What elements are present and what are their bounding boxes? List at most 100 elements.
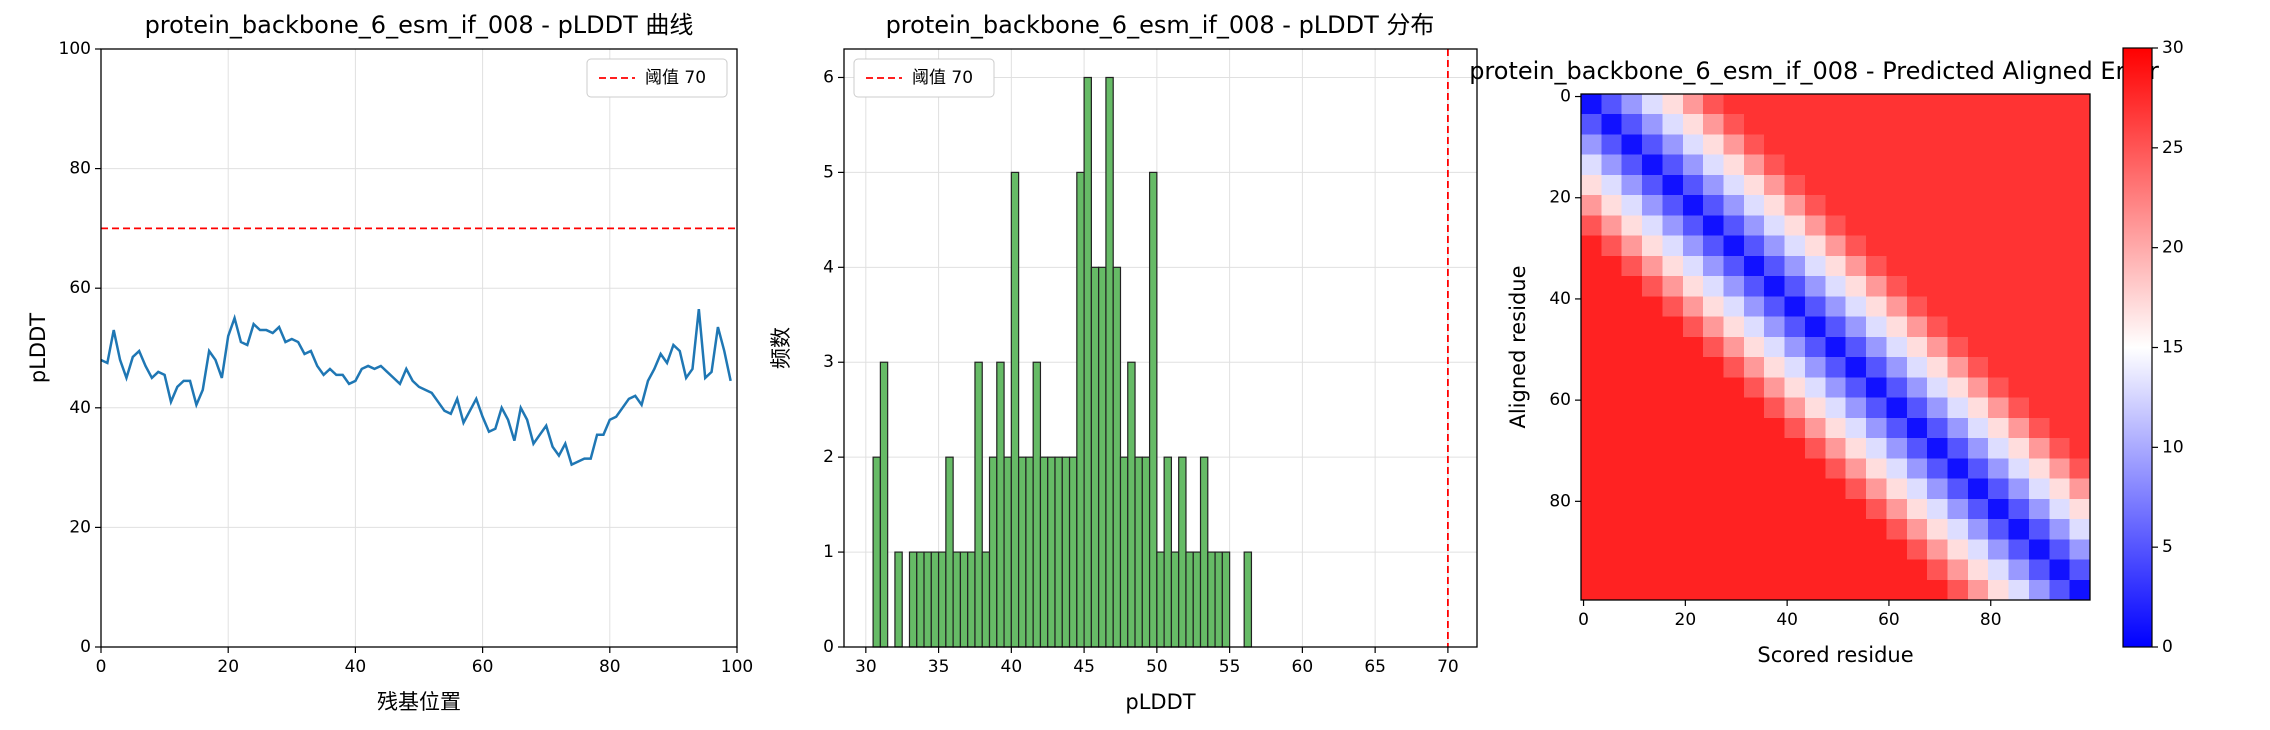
- heatmap-cell: [1804, 296, 1826, 318]
- heatmap-cell: [1967, 417, 1989, 439]
- heatmap-cell: [1784, 559, 1806, 581]
- heatmap-cell: [2049, 114, 2071, 135]
- heatmap-cell: [2028, 154, 2050, 176]
- heatmap-cell: [1845, 438, 1867, 459]
- heatmap-cell: [1866, 539, 1887, 561]
- heatmap-cell: [1723, 519, 1745, 540]
- heatmap-cell: [2069, 498, 2091, 520]
- heatmap-cell: [2069, 458, 2091, 480]
- heatmap-cell: [1723, 458, 1745, 480]
- heatmap-cell: [2028, 458, 2050, 480]
- heatmap-cell: [1886, 336, 1908, 358]
- heatmap-cell: [1621, 519, 1643, 540]
- heatmap-cell: [1927, 417, 1948, 439]
- x-tick-label: 60: [1878, 610, 1900, 630]
- heatmap-cell: [1967, 498, 1989, 520]
- heatmap-cell: [1886, 94, 1908, 115]
- heatmap-cell: [1866, 276, 1887, 297]
- heatmap-cell: [1804, 438, 1826, 459]
- heatmap-cell: [1866, 397, 1887, 419]
- heatmap-cell: [1825, 195, 1847, 216]
- y-tick-label: 1: [823, 542, 834, 562]
- colorbar-tick-label: 30: [2162, 38, 2184, 58]
- heatmap-cell: [1886, 195, 1908, 216]
- heatmap-cell: [1804, 336, 1826, 358]
- heatmap-cell: [2049, 357, 2071, 378]
- heatmap-cell: [1682, 559, 1704, 581]
- heatmap-cell: [1743, 458, 1765, 480]
- heatmap-cell: [1601, 417, 1623, 439]
- heatmap-cell: [1703, 316, 1725, 338]
- heatmap-cell: [1845, 114, 1867, 135]
- heatmap-cell: [1967, 215, 1989, 237]
- x-tick-label: 35: [928, 657, 950, 677]
- heatmap-cell: [1845, 296, 1867, 318]
- histogram-bar: [996, 361, 1005, 648]
- heatmap-cell: [1845, 579, 1867, 601]
- heatmap-cell: [1866, 114, 1887, 135]
- colorbar-tick-label: 0: [2162, 637, 2173, 657]
- heatmap-cell: [1845, 195, 1867, 216]
- colorbar-tick-label: 5: [2162, 537, 2173, 557]
- heatmap-cell: [1967, 519, 1989, 540]
- heatmap-cell: [1621, 539, 1643, 561]
- y-axis-label: 频数: [769, 327, 793, 369]
- heatmap-cell: [1947, 215, 1969, 237]
- heatmap-cell: [1642, 478, 1663, 500]
- heatmap-cell: [1886, 397, 1908, 419]
- heatmap-cell: [2008, 255, 2030, 277]
- histogram-bar: [1076, 171, 1085, 648]
- histogram-bar: [916, 551, 925, 648]
- heatmap-cell: [1723, 417, 1745, 439]
- heatmap-cell: [1682, 296, 1704, 318]
- heatmap-cell: [1906, 458, 1928, 480]
- heatmap-cell: [1662, 336, 1684, 358]
- heatmap-cell: [2028, 336, 2050, 358]
- heatmap-cell: [1723, 336, 1745, 358]
- heatmap-cell: [1703, 276, 1725, 297]
- heatmap-cell: [1906, 438, 1928, 459]
- y-tick-label: 40: [69, 398, 91, 418]
- heatmap-cell: [1947, 235, 1969, 257]
- heatmap-cell: [1988, 579, 2010, 601]
- heatmap-cell: [1906, 114, 1928, 135]
- heatmap-cell: [1866, 296, 1887, 318]
- heatmap-cell: [1703, 377, 1725, 399]
- heatmap-cell: [2049, 195, 2071, 216]
- heatmap-cell: [1581, 579, 1602, 601]
- legend-box: [586, 58, 728, 98]
- heatmap-cell: [1601, 94, 1623, 115]
- heatmap-cell: [1682, 458, 1704, 480]
- heatmap-cell: [1662, 235, 1684, 257]
- heatmap-cell: [1581, 134, 1602, 156]
- heatmap-cell: [1784, 296, 1806, 318]
- histogram-bar: [1163, 456, 1173, 648]
- heatmap-cell: [1743, 519, 1765, 540]
- heatmap-cell: [2028, 195, 2050, 216]
- heatmap-cell: [1682, 154, 1704, 176]
- heatmap-cell: [2008, 94, 2030, 115]
- heatmap-cell: [1642, 336, 1663, 358]
- heatmap-cell: [1764, 174, 1786, 196]
- heatmap-cell: [1581, 195, 1602, 216]
- heatmap-cell: [1927, 316, 1948, 338]
- heatmap-cell: [1743, 134, 1765, 156]
- heatmap-cell: [2069, 519, 2091, 540]
- heatmap-cell: [2028, 539, 2050, 561]
- histogram-bar: [1025, 456, 1034, 648]
- heatmap-cell: [1662, 215, 1684, 237]
- heatmap-cell: [1662, 559, 1684, 581]
- heatmap-cell: [1804, 417, 1826, 439]
- heatmap-cell: [1825, 174, 1847, 196]
- heatmap-cell: [1886, 357, 1908, 378]
- heatmap-cell: [1764, 539, 1786, 561]
- heatmap-cell: [1804, 276, 1826, 297]
- heatmap-cell: [1764, 235, 1786, 257]
- heatmap-cell: [2049, 235, 2071, 257]
- heatmap-cell: [1927, 498, 1948, 520]
- colorbar-tick-label: 15: [2162, 338, 2184, 358]
- x-tick-label: 45: [1073, 657, 1095, 677]
- heatmap-cell: [1682, 539, 1704, 561]
- x-tick-label: 20: [1675, 610, 1697, 630]
